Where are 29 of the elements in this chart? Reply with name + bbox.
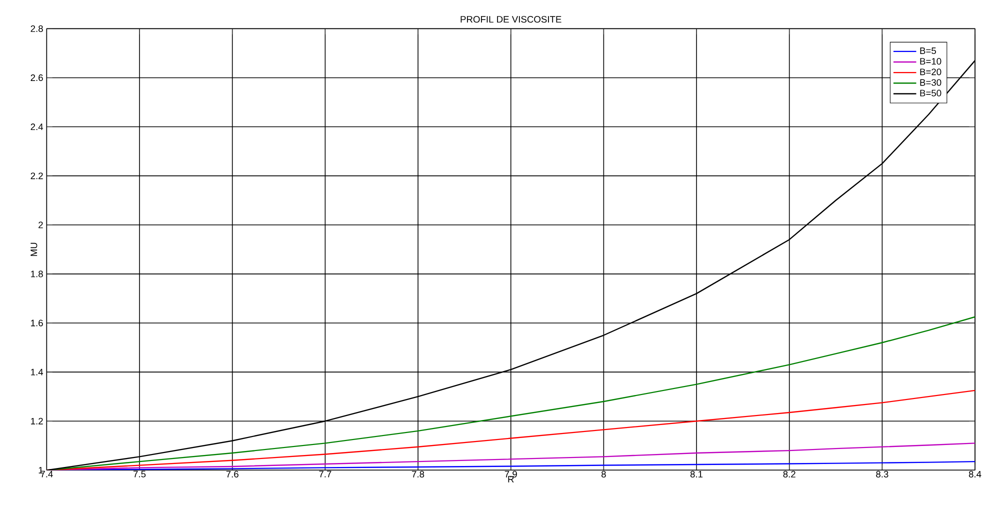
x-tick-label: 8 — [601, 470, 606, 478]
legend-label: B=50 — [920, 90, 942, 96]
y-tick-label: 2 — [38, 222, 43, 228]
legend-label: B=5 — [920, 47, 936, 54]
chart-title: PROFIL DE VISCOSITE — [460, 16, 562, 23]
y-tick-label: 1.8 — [31, 270, 43, 278]
x-tick-label: 7.4 — [40, 470, 53, 478]
x-tick-label: 8.4 — [968, 470, 982, 478]
y-tick-label: 1 — [38, 466, 43, 474]
legend-label: B=30 — [920, 79, 942, 86]
y-tick-label: 2.6 — [30, 74, 43, 81]
legend-label: B=20 — [920, 68, 942, 76]
y-axis-title: MU — [30, 242, 38, 256]
x-tick-label: 8.1 — [690, 470, 703, 478]
x-tick-label: 8.2 — [783, 470, 796, 478]
x-tick-label: 7.7 — [319, 470, 332, 478]
x-axis-title: R — [508, 476, 514, 482]
x-tick-label: 7.9 — [504, 470, 517, 478]
x-tick-label: 7.5 — [134, 470, 146, 478]
x-tick-label: 7.6 — [226, 470, 238, 478]
y-tick-label: 2.2 — [30, 172, 43, 180]
y-tick-label: 1.4 — [31, 368, 44, 376]
y-tick-label: 2.4 — [30, 123, 44, 130]
x-tick-label: 8.3 — [876, 470, 888, 478]
y-tick-label: 1.2 — [31, 418, 43, 424]
x-tick-label: 7.8 — [412, 470, 424, 478]
y-tick-label: 1.6 — [31, 320, 43, 326]
legend-label: B=10 — [920, 58, 942, 65]
y-tick-label: 2.8 — [30, 25, 43, 32]
